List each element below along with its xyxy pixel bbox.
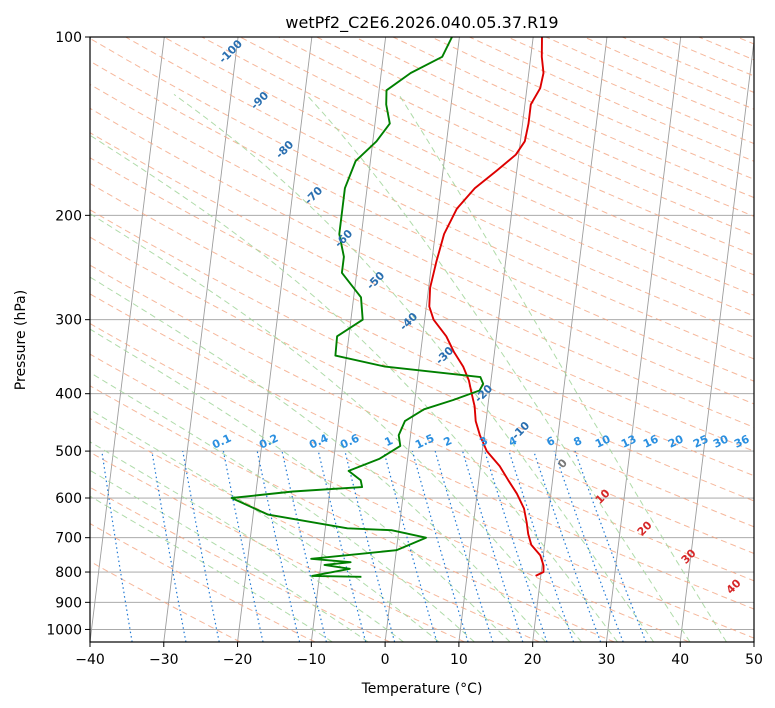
- moist-adiabat-line: [90, 409, 440, 642]
- x-tick-label: 30: [598, 652, 616, 668]
- x-tick-label: −10: [297, 652, 327, 668]
- mixing-ratio-label: 16: [641, 432, 661, 450]
- x-tick-label: 20: [524, 652, 542, 668]
- moist-adiabat-line: [90, 276, 547, 642]
- isotherm-line: [532, 37, 608, 642]
- mixing-ratio-line: [151, 451, 187, 642]
- dry-adiabat-line: [90, 209, 754, 528]
- isotherm-line: [90, 37, 165, 642]
- isotherm-line: [163, 37, 239, 642]
- dry-adiabat-line: [90, 323, 754, 639]
- y-tick-label: 1000: [46, 622, 82, 638]
- mixing-ratio-line: [411, 450, 469, 642]
- isotherm-line: [605, 37, 682, 642]
- profile-line: [428, 37, 545, 577]
- moist-adiabat-line: [398, 94, 727, 642]
- isotherm-line: [679, 37, 754, 642]
- dry-adiabat-line: [90, 182, 754, 502]
- dry-adiabat-line: [90, 353, 690, 642]
- moist-adiabat-line: [90, 213, 582, 642]
- moist-adiabat-line: [90, 441, 404, 642]
- dry-adiabat-line: [90, 560, 241, 642]
- mixing-ratio-label: 10: [593, 432, 613, 450]
- dry-adiabat-line: [90, 236, 754, 554]
- x-tick-label: −30: [149, 652, 179, 668]
- mixing-ratio-line: [462, 450, 524, 642]
- y-tick-label: 100: [55, 30, 82, 46]
- y-tick-label: 400: [55, 387, 82, 403]
- x-tick-label: 0: [381, 652, 390, 668]
- moist-adiabat-line: [90, 134, 618, 642]
- dry-adiabat-line: [90, 157, 754, 477]
- isotherm-line: [310, 37, 387, 642]
- dry-adiabat-line: [90, 83, 754, 405]
- moist-adiabat-line: [90, 469, 369, 642]
- chart-title: wetPf2_C2E6.2026.040.05.37.R19: [285, 13, 558, 33]
- mixing-ratio-line: [574, 450, 647, 642]
- x-tick-label: 40: [671, 652, 689, 668]
- mixing-ratio-line: [434, 450, 494, 642]
- mixing-ratio-label: 20: [666, 432, 686, 450]
- y-tick-label: 800: [55, 565, 82, 581]
- dry-adiabat-line: [90, 37, 754, 360]
- mixing-ratio-label: 30: [711, 432, 731, 450]
- dry-adiabat-line: [90, 107, 754, 428]
- plot-area: [90, 37, 754, 642]
- isotherm-line: [458, 37, 534, 642]
- x-tick-label: 10: [450, 652, 468, 668]
- x-tick-label: −20: [223, 652, 253, 668]
- dry-adiabat-line: [90, 264, 754, 582]
- dry-adiabat-line: [201, 37, 754, 296]
- mixing-ratio-label: 25: [691, 432, 710, 450]
- x-axis-title: Temperature (°C): [361, 681, 483, 697]
- isotherm-line: [237, 37, 313, 642]
- isotherm-line: [384, 37, 460, 642]
- plot-frame: [89, 36, 755, 643]
- mixing-ratio-label: 13: [619, 432, 638, 450]
- dry-adiabat-line: [90, 523, 316, 642]
- y-tick-label: 500: [55, 444, 82, 460]
- y-tick-label: 200: [55, 208, 82, 224]
- y-tick-label: 900: [55, 595, 82, 611]
- y-tick-label: 600: [55, 491, 82, 507]
- y-tick-label: 700: [55, 531, 82, 547]
- dry-adiabat-line: [90, 417, 540, 642]
- y-axis-title: Pressure (hPa): [13, 290, 29, 390]
- x-tick-label: 50: [745, 652, 763, 668]
- dry-adiabat-line: [90, 293, 754, 610]
- x-tick-label: −40: [75, 652, 105, 668]
- moist-adiabat-line: [173, 93, 655, 642]
- axes: −40 −30 −20 −10 0 10 20 30 40 50 100 200 300 400 500 60…: [46, 30, 763, 668]
- mixing-ratio-line: [383, 450, 438, 642]
- dry-adiabat-line: [90, 385, 615, 642]
- y-tick-label: 300: [55, 313, 82, 329]
- dry-adiabat-line: [125, 37, 754, 338]
- mixing-ratio-line: [101, 451, 133, 642]
- profile-line: [230, 37, 485, 578]
- mixing-ratio-label: 36: [732, 432, 752, 450]
- profile-layer: [230, 37, 545, 578]
